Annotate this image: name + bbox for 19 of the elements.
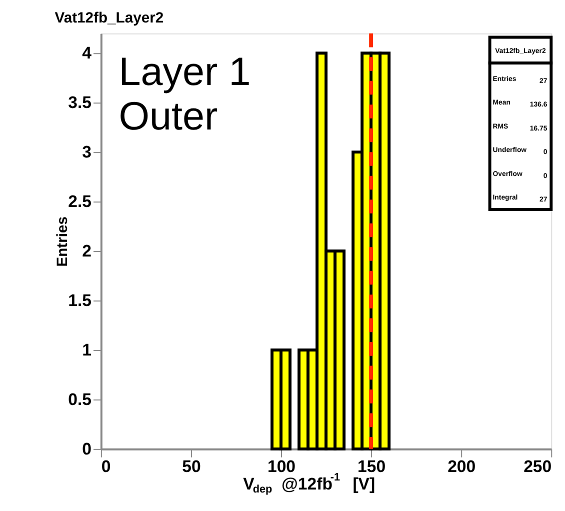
y-tick-label: 4	[82, 44, 92, 63]
y-tick-label: 3.5	[68, 93, 92, 112]
x-tick-label: 50	[182, 457, 201, 476]
x-tick-label: 100	[267, 457, 296, 476]
y-axis-title: Entries	[55, 216, 72, 267]
y-tick-label: 0	[82, 439, 92, 458]
annotation: Outer	[118, 94, 218, 138]
annotation: Layer 1	[118, 50, 251, 94]
y-tick-label: 2	[82, 241, 92, 260]
x-tick-label: 200	[448, 457, 476, 476]
y-tick-label: 2.5	[68, 192, 92, 211]
y-tick-label: 3	[82, 142, 92, 162]
x-tick-label: 150	[358, 457, 386, 476]
y-tick-label: 1.5	[68, 290, 92, 310]
x-tick-label: 0	[101, 457, 111, 476]
x-tick-label: 250	[524, 457, 552, 476]
y-tick-label: 1	[82, 340, 92, 360]
y-tick-label: 0.5	[68, 390, 92, 409]
chart-title: Vat12fb_Layer2	[54, 10, 164, 26]
